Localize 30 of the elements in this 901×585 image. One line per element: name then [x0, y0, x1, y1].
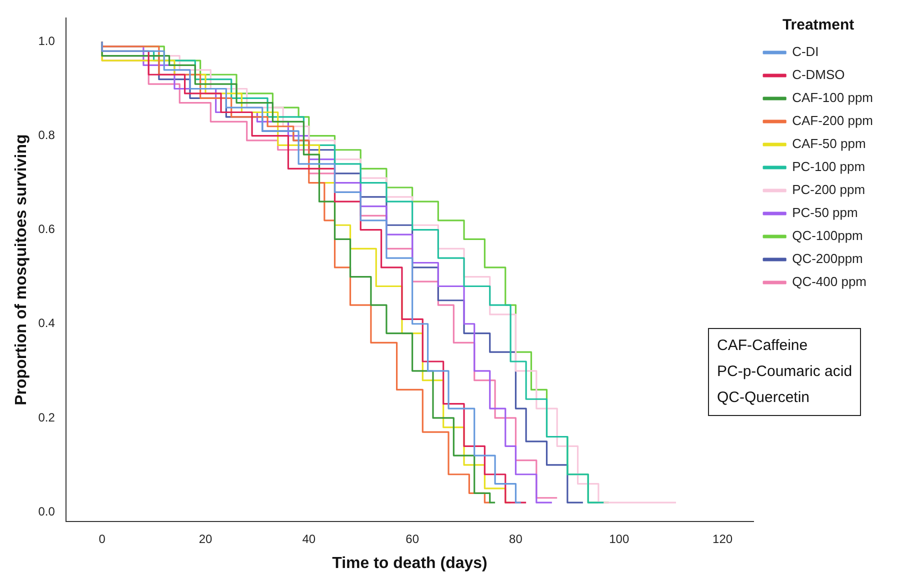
x-tick-label: 120	[712, 532, 733, 546]
legend-label: CAF-200 ppm	[792, 113, 873, 128]
x-tick-label: 60	[406, 532, 420, 546]
annotation: QC-Quercetin	[717, 388, 811, 408]
legend-label: QC-200ppm	[792, 251, 863, 266]
legend-label: C-DMSO	[792, 67, 845, 82]
x-tick-label: 0	[98, 532, 106, 546]
legend-label: PC-50 ppm	[792, 205, 858, 220]
legend-label: QC-400 ppm	[792, 274, 866, 290]
x-tick-label: 40	[302, 532, 316, 546]
legend-label: QC-100ppm	[792, 228, 863, 244]
annotation: PC-p-Coumaric acid	[717, 362, 852, 382]
y-tick-label: 0.8	[38, 128, 56, 142]
legend-label: C-DI	[792, 44, 819, 60]
x-tick-label: 20	[198, 532, 212, 546]
legend-label: PC-200 ppm	[792, 182, 866, 198]
legend-label: CAF-50 ppm	[792, 136, 866, 152]
y-tick-label: 0.4	[38, 316, 56, 330]
y-tick-label: 0.0	[38, 504, 56, 518]
y-tick-label: 0.6	[38, 222, 56, 236]
legend-title: Treatment	[782, 16, 854, 34]
y-axis-title: Proportion of mosquitoes surviving	[13, 134, 30, 406]
y-tick-label: 0.2	[38, 410, 56, 424]
legend-label: CAF-100 ppm	[792, 90, 873, 106]
legend-label: PC-100 ppm	[792, 159, 866, 174]
y-tick-label: 1.0	[38, 34, 56, 48]
x-tick-label: 100	[609, 532, 630, 546]
annotation: CAF-Caffeine	[717, 336, 809, 356]
x-tick-label: 80	[509, 532, 523, 546]
x-axis-title: Time to death (days)	[332, 554, 488, 572]
